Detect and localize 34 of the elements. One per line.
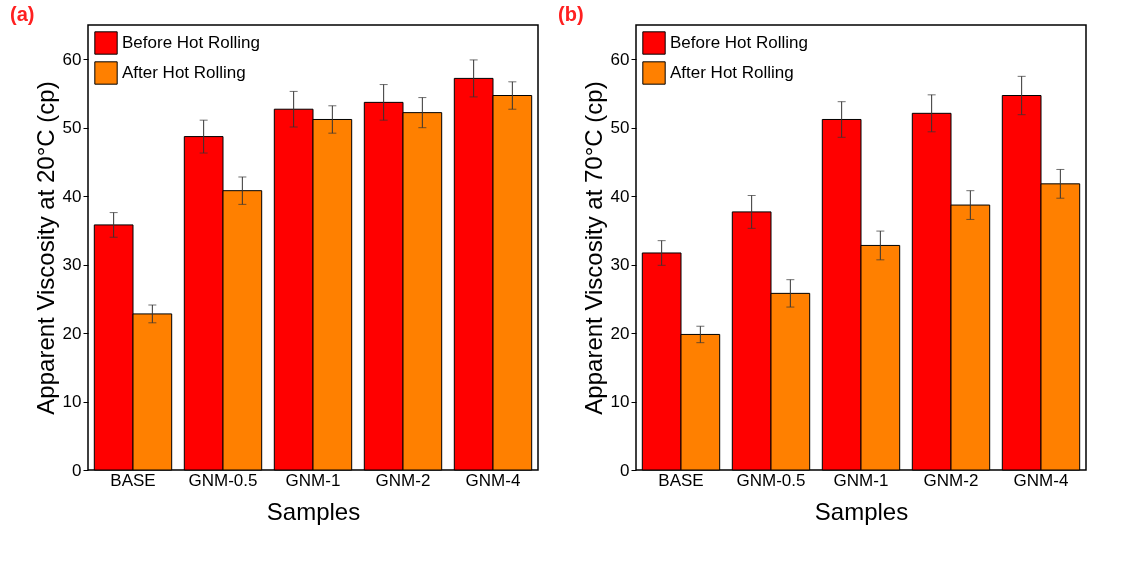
y-axis-title: Apparent Viscosity at 70°C (cp) — [579, 81, 607, 415]
x-tick-label: GNM-4 — [1013, 470, 1069, 490]
x-tick-label: BASE — [658, 470, 704, 490]
x-tick-label: GNM-0.5 — [736, 470, 806, 490]
y-tick-label: 0 — [72, 460, 82, 480]
y-tick-label: 60 — [610, 49, 630, 69]
y-axis-title: Apparent Viscosity at 20°C (cp) — [31, 81, 59, 415]
y-tick-label: 20 — [62, 323, 82, 343]
x-tick-label: GNM-1 — [285, 470, 341, 490]
x-tick-label: BASE — [110, 470, 156, 490]
y-tick-label: 50 — [62, 118, 82, 138]
x-axis-title: Samples — [266, 497, 361, 525]
y-tick-label: 50 — [610, 118, 630, 138]
legend-label: After Hot Rolling — [122, 63, 246, 82]
x-axis-title: Samples — [814, 497, 909, 525]
y-tick-label: 30 — [62, 255, 82, 275]
y-tick-label: 10 — [62, 392, 82, 412]
x-tick-label: GNM-2 — [923, 470, 979, 490]
y-tick-label: 0 — [620, 460, 630, 480]
y-tick-label: 10 — [610, 392, 630, 412]
chart-title: (a) — [10, 3, 35, 25]
y-tick-label: 60 — [62, 49, 82, 69]
legend-label: Before Hot Rolling — [670, 33, 808, 52]
legend-label: After Hot Rolling — [670, 63, 794, 82]
y-tick-label: 20 — [610, 323, 630, 343]
legend-label: Before Hot Rolling — [122, 33, 260, 52]
x-tick-label: GNM-0.5 — [188, 470, 258, 490]
x-tick-label: GNM-4 — [465, 470, 521, 490]
x-tick-label: GNM-2 — [375, 470, 431, 490]
x-tick-label: GNM-1 — [833, 470, 889, 490]
y-tick-label: 40 — [610, 186, 630, 206]
chart-title: (b) — [558, 3, 584, 25]
y-tick-label: 30 — [610, 255, 630, 275]
y-tick-label: 40 — [62, 186, 82, 206]
